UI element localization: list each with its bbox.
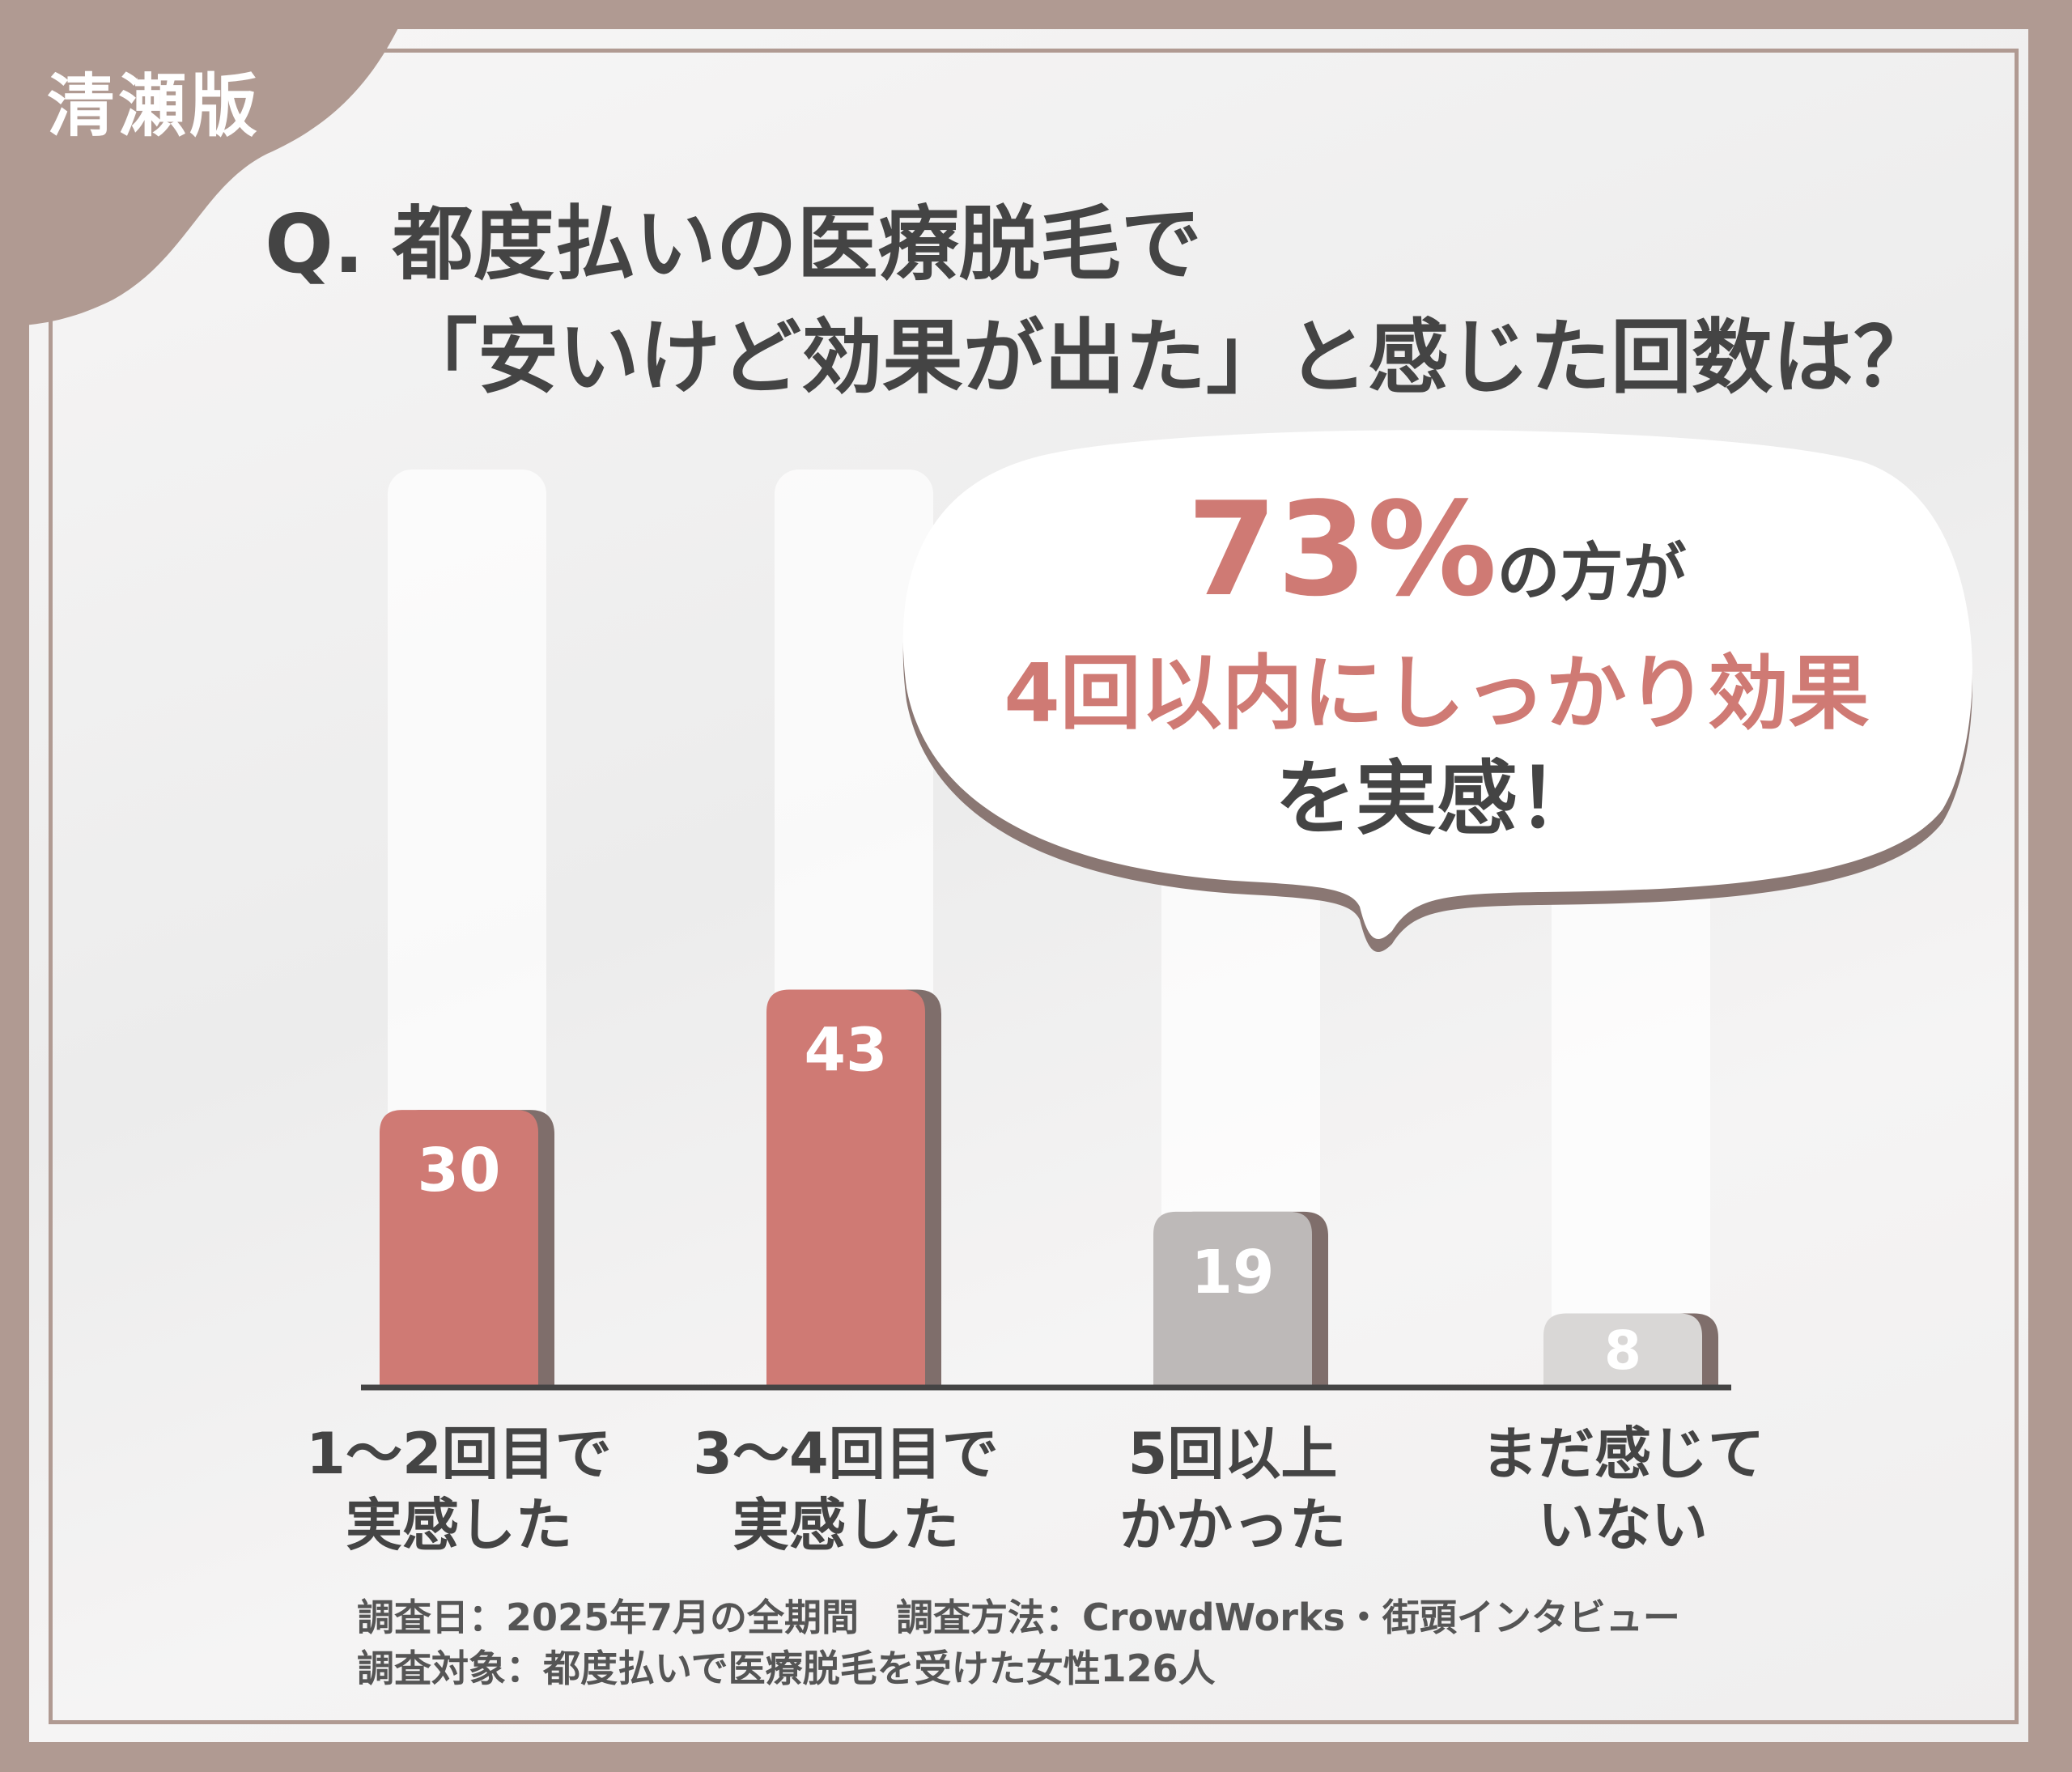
bar-3	[1153, 1211, 1312, 1387]
title-line-1: Q. 都度払いの医療脱毛で	[265, 197, 1202, 291]
footer-survey-target: 調査対象：都度払いで医療脱毛を受けた女性126人	[357, 1647, 1216, 1690]
data-label-1: 30	[418, 1136, 501, 1205]
inner-frame	[49, 49, 2019, 1724]
data-label-4: 8	[1604, 1319, 1641, 1382]
category-label-3: 5回以上 かかった	[1119, 1421, 1346, 1558]
category-label-1: 1〜2回目で 実感した	[306, 1421, 612, 1558]
callout-percent: 73%	[1187, 474, 1497, 625]
speech-bubble	[902, 430, 1972, 952]
bar-2	[766, 989, 925, 1387]
callout-line-3: を実感！	[1275, 751, 1599, 846]
corner-tab	[0, 0, 411, 327]
callout-line-1: 73%の方が	[902, 474, 1971, 625]
title-line-2: 「安いけど効果が出た」と感じた回数は？	[397, 310, 1934, 405]
edition-label: 清瀬版	[47, 66, 261, 146]
data-label-3: 19	[1191, 1238, 1275, 1307]
callout-suffix: の方が	[1497, 537, 1687, 610]
bar-1	[380, 1110, 538, 1387]
category-label-4: まだ感じて いない	[1481, 1421, 1764, 1558]
footer-survey-info: 調査日：2025年7月の全期間 調査方法：CrowdWorks・街頭インタビュー	[357, 1596, 1680, 1639]
category-label-2: 3〜4回目で 実感した	[693, 1421, 999, 1558]
callout-line-2: 4回以内にしっかり効果	[1004, 646, 1870, 741]
data-label-2: 43	[805, 1016, 888, 1086]
bar-4	[1543, 1313, 1702, 1387]
